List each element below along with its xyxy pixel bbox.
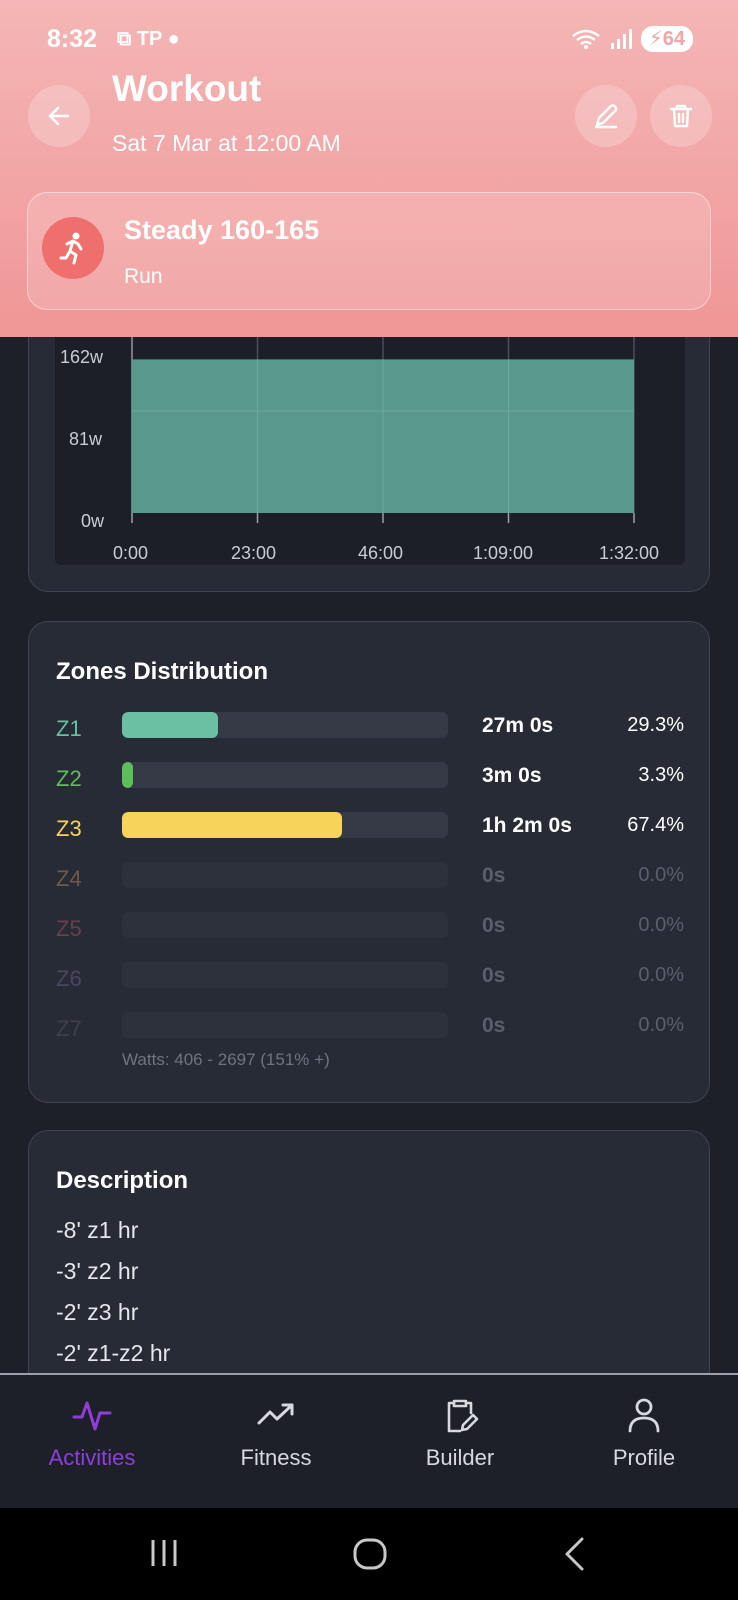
signal-icon (610, 29, 632, 49)
system-navigation-bar (0, 1508, 738, 1600)
zones-title: Zones Distribution (56, 658, 268, 685)
recent-apps-icon[interactable] (148, 1538, 180, 1568)
nav-label: Fitness (240, 1445, 312, 1470)
zone-bar-track (122, 712, 448, 738)
nav-activities[interactable]: Activities (0, 1375, 184, 1510)
zone-label: Z7 (56, 1016, 82, 1041)
run-icon (42, 217, 104, 279)
zone-percent: 67.4% (627, 814, 684, 836)
arrow-left-icon (48, 106, 70, 126)
zone-row: Z1 27m 0s 29.3% (29, 710, 711, 750)
zone-label: Z2 (56, 766, 82, 791)
user-icon (628, 1398, 660, 1433)
zone-row: Z3 1h 2m 0s 67.4% (29, 810, 711, 850)
battery-bolt-icon: ⚡ (648, 28, 663, 50)
y-tick-label: 81w (69, 429, 103, 449)
page-title: Workout (112, 68, 262, 109)
clipboard-edit-icon (447, 1399, 479, 1433)
zone-percent: 0.0% (638, 914, 684, 936)
battery-level: 64 (662, 28, 685, 50)
description-line: -3' z2 hr (56, 1258, 139, 1284)
zone-time: 0s (482, 864, 506, 887)
zone-row: Z5 0s 0.0% (29, 910, 711, 950)
zone-time: 0s (482, 1014, 506, 1037)
zone-label: Z5 (56, 916, 82, 941)
workout-name: Steady 160-165 (124, 215, 320, 245)
nav-label: Builder (425, 1445, 495, 1470)
description-title: Description (56, 1167, 189, 1194)
zone-bar-track (122, 912, 448, 938)
nav-fitness[interactable]: Fitness (184, 1375, 368, 1510)
zone-bar-track (122, 862, 448, 888)
wifi-icon (571, 29, 600, 49)
delete-button[interactable] (650, 85, 712, 147)
status-time: 8:32 (47, 25, 98, 53)
nav-label: Activities (48, 1445, 136, 1470)
zone-bar-track (122, 1012, 448, 1038)
x-tick-label: 23:00 (231, 543, 277, 563)
x-tick-label: 46:00 (358, 543, 404, 563)
description-line: -8' z1 hr (56, 1217, 139, 1243)
zone-bar-track (122, 762, 448, 788)
x-tick-label: 0:00 (113, 543, 149, 563)
nav-profile[interactable]: Profile (552, 1375, 736, 1510)
edit-button[interactable] (575, 85, 637, 147)
status-right-icons: ⚡64 (571, 26, 693, 52)
zone-row: Z2 3m 0s 3.3% (29, 760, 711, 800)
x-tick-label: 1:32:00 (599, 543, 660, 563)
workout-header: 8:32 ⧉ TP ● ⚡64 Workout Sat 7 Mar at 12:… (0, 0, 738, 337)
home-icon[interactable] (352, 1536, 388, 1572)
zone-time: 27m 0s (482, 714, 554, 737)
x-tick-label: 1:09:00 (473, 543, 534, 563)
battery-indicator: ⚡64 (640, 26, 693, 52)
zone-row: Z4 0s 0.0% (29, 860, 711, 900)
back-button[interactable] (28, 85, 90, 147)
zone-time: 0s (482, 964, 506, 987)
y-tick-label: 0w (81, 511, 105, 531)
zone-bar-fill (122, 762, 133, 788)
zone-row: Z7 0s 0.0% (29, 1010, 711, 1050)
zone-bar-fill (122, 712, 218, 738)
activity-icon (72, 1401, 112, 1431)
trending-up-icon (257, 1403, 294, 1425)
nav-builder[interactable]: Builder (368, 1375, 552, 1510)
zone-label: Z1 (56, 716, 82, 741)
system-back-icon[interactable] (562, 1536, 588, 1572)
y-tick-label: 162w (60, 347, 104, 367)
nav-label: Profile (612, 1445, 676, 1470)
workout-date: Sat 7 Mar at 12:00 AM (112, 130, 341, 156)
zone-percent: 0.0% (638, 964, 684, 986)
zone-time: 1h 2m 0s (482, 814, 572, 837)
zone-percent: 3.3% (638, 764, 684, 786)
description-line: -2' z3 hr (56, 1299, 139, 1325)
pencil-icon (594, 104, 618, 129)
zone-time: 0s (482, 914, 506, 937)
zone-percent: 0.0% (638, 864, 684, 886)
zone-percent: 0.0% (638, 1014, 684, 1036)
bottom-navigation: Activities Fitness Builder Profile (0, 1373, 738, 1508)
description-line: -2' z1-z2 hr (56, 1340, 171, 1366)
zone-watts-caption: Watts: 406 - 2697 (151% +) (122, 1050, 330, 1069)
zone-label: Z3 (56, 816, 82, 841)
zone-row: Z6 0s 0.0% (29, 960, 711, 1000)
trash-icon (669, 104, 693, 128)
zone-label: Z4 (56, 866, 82, 891)
workout-summary-card[interactable]: Steady 160-165 Run (27, 192, 711, 310)
zone-bar-fill (122, 812, 342, 838)
zone-bar-track (122, 812, 448, 838)
zones-distribution-card: Zones Distribution Z1 27m 0s 29.3% Z2 3m 0s 3… (28, 621, 710, 1103)
status-notification-icons: ⧉ TP ● (117, 28, 180, 50)
workout-type: Run (124, 265, 163, 288)
zone-percent: 29.3% (627, 714, 684, 736)
zone-label: Z6 (56, 966, 82, 991)
zone-time: 3m 0s (482, 764, 542, 787)
zone-bar-track (122, 962, 448, 988)
